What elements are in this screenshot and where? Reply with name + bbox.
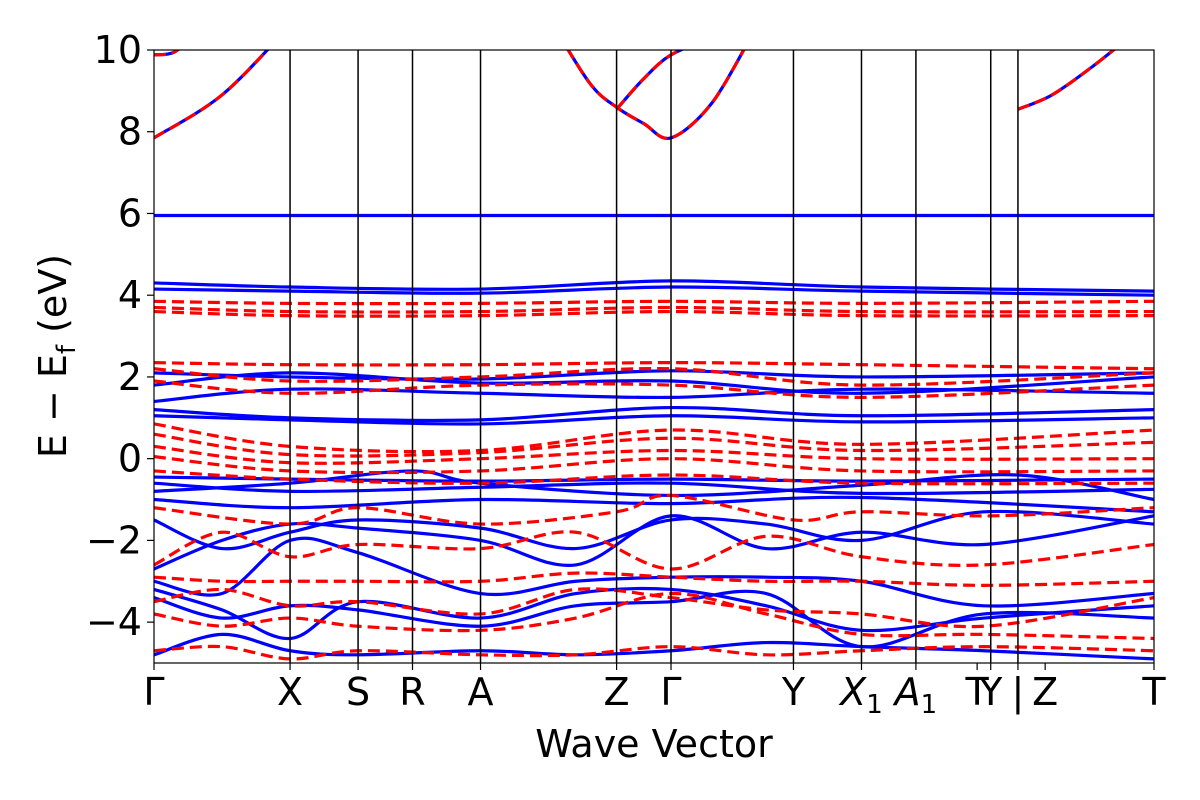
y-tick-label-4: 4	[118, 273, 142, 317]
band-line-series1-12	[154, 405, 1154, 423]
x-tick-label-8: Y	[781, 670, 806, 714]
y-tick-label-1: 10	[94, 28, 142, 72]
y-axis-title-unit: (eV)	[31, 254, 75, 345]
band-line-series2-9	[154, 361, 1154, 371]
x-tick-label-2: X	[277, 670, 303, 714]
band-line-series1-5	[1017, 50, 1117, 111]
y-tick-label-6: 0	[118, 437, 142, 481]
band-line-series1-1	[154, 50, 270, 140]
x-tick-label-10: A1	[892, 670, 938, 720]
x-tick-label-7: Γ	[660, 670, 681, 714]
band-line-series1-4	[615, 50, 685, 111]
x-axis-title: Wave Vector	[535, 722, 773, 766]
x-tick-label-6: Z	[604, 670, 630, 714]
high-symmetry-lines	[289, 50, 1019, 663]
band-line-series2-1	[154, 50, 270, 140]
band-line-series2-5	[1017, 50, 1117, 111]
plot-frame	[153, 49, 1155, 664]
x-tick-label-12: Y	[978, 670, 1003, 714]
x-tick-label-14: Z	[1032, 670, 1058, 714]
y-axis-title-main: E − E	[31, 354, 75, 458]
band-line-series1-20	[154, 536, 1154, 608]
x-tick-label-4: R	[399, 670, 425, 714]
x-tick-label-5: A	[468, 670, 494, 714]
x-tick-label-15: T	[1141, 670, 1166, 714]
y-axis-ticks: 10 8 6 4 2 0 −2 −4	[86, 28, 154, 644]
band-line-series2-20	[154, 587, 1154, 629]
band-line-series2-3	[566, 50, 746, 141]
y-tick-label-5: 2	[118, 355, 142, 399]
band-line-series2-6	[154, 299, 1154, 306]
band-line-series2-2	[154, 50, 181, 57]
band-line-series2-17	[154, 493, 1154, 526]
band-line-series2-22	[154, 644, 1154, 661]
bands-layer	[154, 50, 1154, 661]
x-tick-label-13: |	[1012, 670, 1025, 715]
y-tick-label-8: −4	[86, 600, 142, 644]
band-line-series2-4	[615, 50, 685, 111]
band-line-series1-11	[154, 387, 1154, 404]
y-tick-label-2: 8	[118, 110, 142, 154]
band-line-series1-16	[154, 469, 1154, 502]
x-tick-label-3: S	[346, 670, 370, 714]
y-tick-label-7: −2	[86, 518, 142, 562]
x-axis-ticks: Γ X S R A Z Γ Y X1 A1 TY | Z T	[143, 663, 1166, 720]
band-line-series1-3	[566, 50, 746, 141]
band-line-series1-23	[154, 632, 1154, 661]
x-tick-label-9: X1	[838, 670, 883, 720]
y-tick-label-3: 6	[118, 191, 142, 235]
y-axis-title-subscript: f	[52, 344, 82, 354]
y-axis-title: E − Ef (eV)	[31, 254, 82, 458]
band-line-series2-19	[154, 571, 1154, 587]
x-tick-label-1: Γ	[143, 670, 164, 714]
band-line-series2-7	[154, 305, 1154, 314]
x-tick-label-11: T	[965, 670, 990, 714]
band-line-series1-17	[154, 495, 1154, 514]
